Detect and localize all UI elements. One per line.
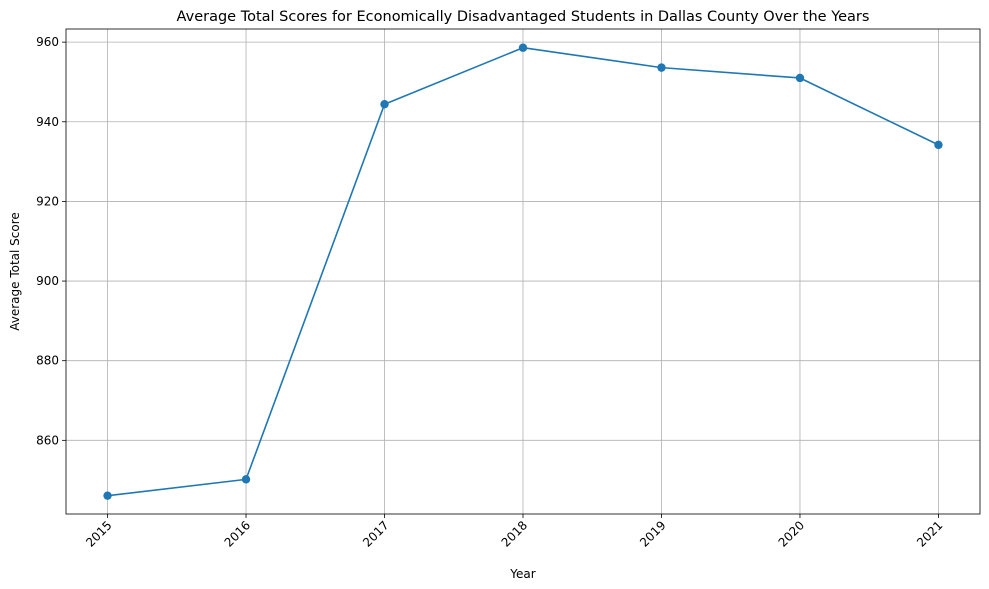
y-tick-label: 940 xyxy=(36,115,59,129)
y-tick-label: 920 xyxy=(36,194,59,208)
y-axis-label: Average Total Score xyxy=(8,212,22,331)
x-axis-label: Year xyxy=(509,567,535,581)
x-tick-label: 2021 xyxy=(914,518,945,549)
data-point-2021 xyxy=(934,140,943,150)
x-tick-label: 2018 xyxy=(499,518,530,549)
data-point-2016 xyxy=(241,475,251,484)
chart-title: Average Total Scores for Economically Di… xyxy=(177,9,870,25)
x-tick-label: 2019 xyxy=(637,518,668,549)
x-axis: 2015 2016 2017 2018 2019 2020 2021 xyxy=(83,514,946,550)
y-tick-label: 880 xyxy=(36,354,59,368)
x-tick-label: 2017 xyxy=(360,518,391,549)
data-point-2018 xyxy=(518,43,528,52)
y-axis: 860 880 900 920 940 960 xyxy=(36,35,66,447)
x-tick-label: 2015 xyxy=(83,518,114,549)
y-tick-label: 960 xyxy=(36,35,59,49)
grid xyxy=(66,29,980,514)
y-tick-label: 860 xyxy=(36,433,59,447)
series-layer xyxy=(103,43,943,500)
y-tick-label: 900 xyxy=(36,274,59,288)
data-point-2020 xyxy=(795,73,805,83)
data-point-2015 xyxy=(103,491,112,500)
data-point-2017 xyxy=(380,100,389,109)
data-point-2019 xyxy=(657,63,666,72)
x-tick-label: 2020 xyxy=(776,518,807,549)
x-tick-label: 2016 xyxy=(222,518,253,549)
